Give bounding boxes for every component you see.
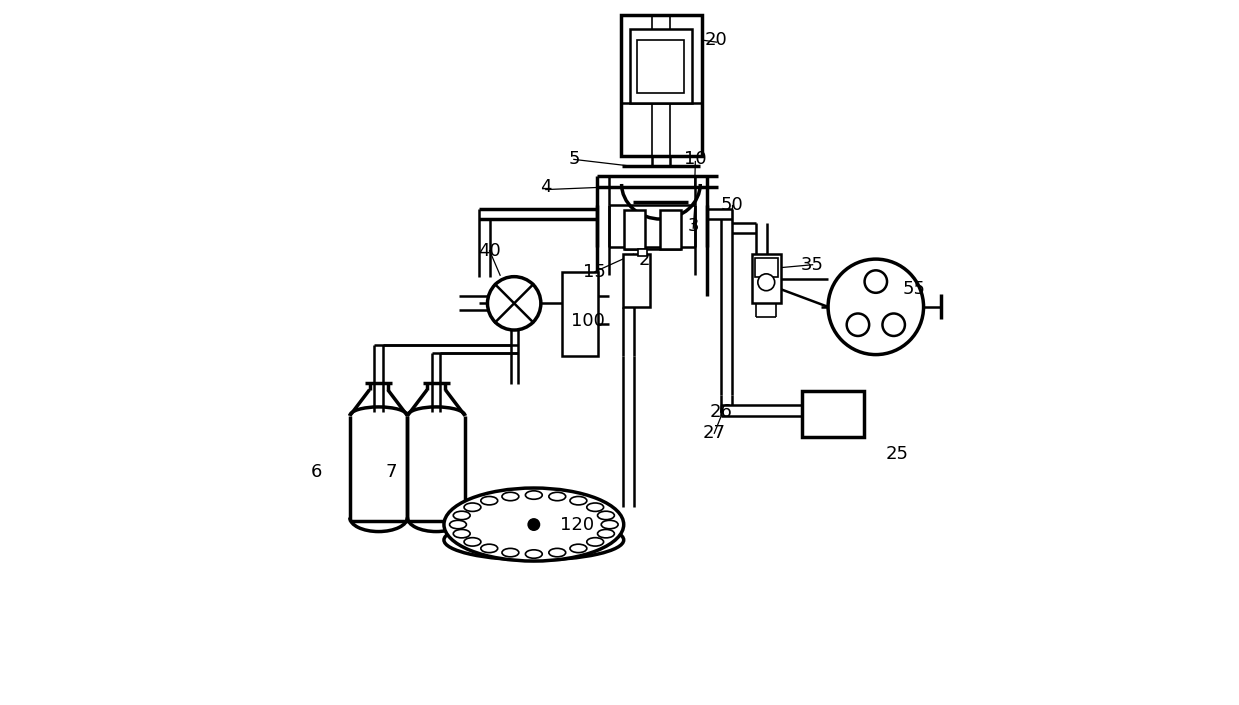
- Text: 15: 15: [584, 263, 606, 281]
- Ellipse shape: [465, 538, 481, 546]
- Bar: [623, 255, 649, 307]
- Text: 120: 120: [560, 515, 595, 534]
- Bar: [623, 210, 644, 249]
- Ellipse shape: [570, 496, 587, 505]
- Text: 50: 50: [721, 196, 743, 214]
- Ellipse shape: [570, 544, 587, 553]
- Bar: [660, 210, 681, 249]
- Bar: [637, 40, 684, 92]
- Text: 20: 20: [705, 31, 727, 49]
- Text: 35: 35: [802, 256, 824, 274]
- Text: 4: 4: [540, 178, 551, 197]
- Text: 25: 25: [886, 446, 909, 463]
- Ellipse shape: [453, 511, 470, 520]
- Text: 55: 55: [903, 281, 926, 298]
- Bar: [638, 249, 647, 256]
- Ellipse shape: [444, 520, 623, 560]
- Ellipse shape: [444, 488, 623, 561]
- Text: 6: 6: [311, 463, 322, 481]
- Ellipse shape: [481, 496, 498, 505]
- Ellipse shape: [481, 544, 498, 553]
- Ellipse shape: [453, 529, 470, 538]
- Ellipse shape: [465, 503, 481, 511]
- Circle shape: [865, 270, 887, 293]
- Text: 27: 27: [703, 424, 726, 442]
- Bar: [563, 271, 598, 356]
- Ellipse shape: [525, 491, 543, 499]
- Ellipse shape: [450, 520, 466, 529]
- Circle shape: [528, 519, 539, 530]
- Circle shape: [846, 314, 870, 336]
- Text: 7: 7: [385, 463, 396, 481]
- Circle shape: [882, 314, 904, 336]
- Text: 2: 2: [638, 251, 649, 269]
- Ellipse shape: [549, 492, 566, 501]
- Text: 3: 3: [688, 217, 699, 235]
- Ellipse shape: [525, 550, 543, 558]
- Ellipse shape: [587, 538, 603, 546]
- Text: 26: 26: [709, 403, 732, 421]
- Circle shape: [487, 276, 541, 330]
- Bar: [755, 258, 778, 277]
- Bar: [802, 391, 864, 437]
- Ellipse shape: [502, 492, 519, 501]
- Ellipse shape: [758, 274, 774, 290]
- Ellipse shape: [597, 511, 615, 520]
- Text: 5: 5: [569, 150, 580, 168]
- Bar: [752, 255, 781, 303]
- Bar: [631, 30, 691, 103]
- Circle shape: [828, 259, 923, 355]
- Text: 100: 100: [571, 312, 605, 330]
- Ellipse shape: [502, 548, 519, 557]
- Text: 40: 40: [478, 242, 501, 259]
- Bar: [621, 16, 701, 156]
- Ellipse shape: [597, 529, 615, 538]
- Text: 10: 10: [684, 150, 706, 168]
- Ellipse shape: [587, 503, 603, 511]
- Ellipse shape: [601, 520, 618, 529]
- Ellipse shape: [549, 548, 566, 557]
